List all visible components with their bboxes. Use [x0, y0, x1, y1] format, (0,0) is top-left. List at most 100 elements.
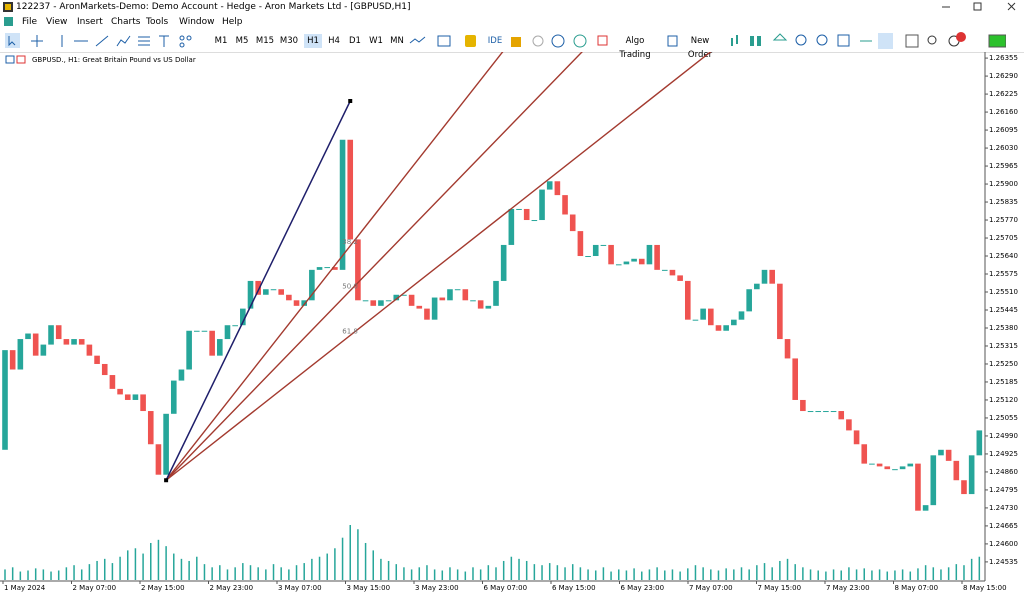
fan-handle[interactable]	[348, 98, 353, 103]
candle-body	[25, 333, 31, 340]
volume-bar	[855, 569, 858, 580]
toolbar-tools[interactable]	[0, 30, 200, 52]
volume-bar	[548, 563, 551, 580]
volume-bar	[556, 565, 559, 580]
candle-body	[324, 267, 331, 269]
candle-body	[447, 289, 453, 301]
candle-body	[362, 300, 369, 302]
x-tick-label: 6 May 15:00	[552, 584, 596, 592]
y-tick-label: 1.26160	[989, 108, 1018, 116]
candle-body	[209, 330, 215, 356]
candle-body	[800, 399, 806, 412]
chart-tools[interactable]	[405, 30, 485, 52]
fan-level-label: 50.0	[342, 283, 358, 291]
candle-body	[692, 319, 699, 321]
volume-bar	[65, 567, 68, 580]
volume-bar	[756, 565, 758, 580]
algo-icon[interactable]	[596, 30, 608, 52]
candle-body	[155, 444, 162, 475]
volume-bar	[11, 567, 14, 580]
volume-bar	[418, 567, 421, 580]
ide-button[interactable]: IDE	[487, 36, 503, 46]
candle-body	[569, 214, 576, 232]
candle-body	[615, 264, 622, 266]
volume-bar	[771, 567, 773, 580]
volume-bar	[641, 571, 643, 580]
candle-body	[961, 480, 967, 495]
volume-bar	[157, 539, 160, 580]
menu-item[interactable]: File	[22, 17, 38, 27]
menu-item[interactable]: Charts	[111, 17, 141, 27]
timeframe-button[interactable]: MN	[390, 36, 404, 46]
new-order-icon[interactable]	[666, 30, 678, 52]
y-tick-label: 1.25705	[989, 234, 1018, 242]
algo-trading-button[interactable]: Algo Trading	[619, 36, 651, 60]
y-tick-label: 1.26355	[989, 54, 1018, 62]
menu-item[interactable]: Window	[179, 17, 215, 27]
y-tick-label: 1.24600	[989, 540, 1018, 548]
volume-bar	[80, 569, 83, 580]
volume-bar	[633, 568, 635, 580]
timeframe-button[interactable]: D1	[349, 36, 361, 46]
y-tick-label: 1.24730	[989, 504, 1018, 512]
candle-body	[777, 283, 783, 340]
toolbar-icons[interactable]	[506, 30, 596, 52]
timeframe-button[interactable]: M5	[235, 36, 249, 46]
y-tick-label: 1.26095	[989, 126, 1018, 134]
candle-body	[378, 300, 384, 306]
menu-item[interactable]: Insert	[77, 17, 103, 27]
volume-bar	[694, 565, 697, 580]
menu-item[interactable]: Tools	[146, 17, 169, 27]
fan-handle[interactable]	[164, 478, 169, 483]
candle-body	[286, 294, 292, 301]
candle-body	[792, 358, 799, 400]
volume-bar	[664, 570, 666, 580]
window-title: 122237 - AronMarkets-Demo: Demo Account …	[16, 2, 411, 12]
timeframe-button[interactable]: M30	[279, 36, 299, 46]
volume-bar	[848, 567, 850, 580]
volume-bar	[180, 558, 183, 580]
notification-badge: 1	[959, 61, 964, 69]
menu-item[interactable]: Help	[222, 17, 243, 27]
x-tick-label: 7 May 23:00	[826, 584, 870, 592]
volume-bar	[27, 570, 29, 580]
volume-bar	[978, 556, 981, 580]
plot-area: 38.2 50.0 61.8	[2, 52, 983, 580]
toolbar: M1 M5 M15 M30 H1 H4 D1 W1 MN IDE Algo Trading Ne…	[0, 30, 1024, 69]
candle-body	[968, 455, 975, 495]
timeframe-button[interactable]: W1	[369, 36, 383, 46]
menu-bar: File View Insert Charts Tools Window Help	[0, 14, 1024, 30]
volume-bar	[779, 560, 781, 580]
view-tools[interactable]	[726, 30, 1006, 52]
candle-body	[761, 269, 768, 284]
candle-body	[117, 388, 123, 395]
volume-bar	[878, 569, 881, 580]
candle-body	[193, 330, 200, 332]
candle-body	[263, 289, 269, 295]
volume-bar	[763, 563, 766, 580]
candle-body	[892, 469, 898, 471]
volume-bar	[955, 564, 958, 580]
y-tick-label: 1.24665	[989, 522, 1018, 530]
new-order-button[interactable]: New Order	[687, 36, 713, 60]
timeframe-button[interactable]: M15	[255, 36, 275, 46]
y-tick-label: 1.25575	[989, 270, 1018, 278]
timeframe-button[interactable]: H1	[304, 34, 322, 48]
window-controls[interactable]	[934, 0, 1024, 14]
candle-body	[600, 244, 607, 246]
menu-item[interactable]: View	[46, 17, 68, 27]
volume-bar	[165, 546, 167, 580]
candle-body	[623, 261, 630, 265]
volume-bar	[802, 567, 804, 580]
x-tick-label: 6 May 07:00	[484, 584, 528, 592]
x-tick-label: 3 May 07:00	[278, 584, 322, 592]
candle-body	[247, 280, 254, 309]
candle-body	[186, 330, 192, 370]
candle-body	[370, 300, 377, 306]
candle-body	[470, 300, 476, 302]
timeframe-button[interactable]: H4	[328, 36, 340, 46]
candle-body	[439, 297, 446, 301]
timeframe-button[interactable]: M1	[214, 36, 228, 46]
volume-bar	[894, 570, 896, 580]
volume-bar	[272, 564, 275, 580]
